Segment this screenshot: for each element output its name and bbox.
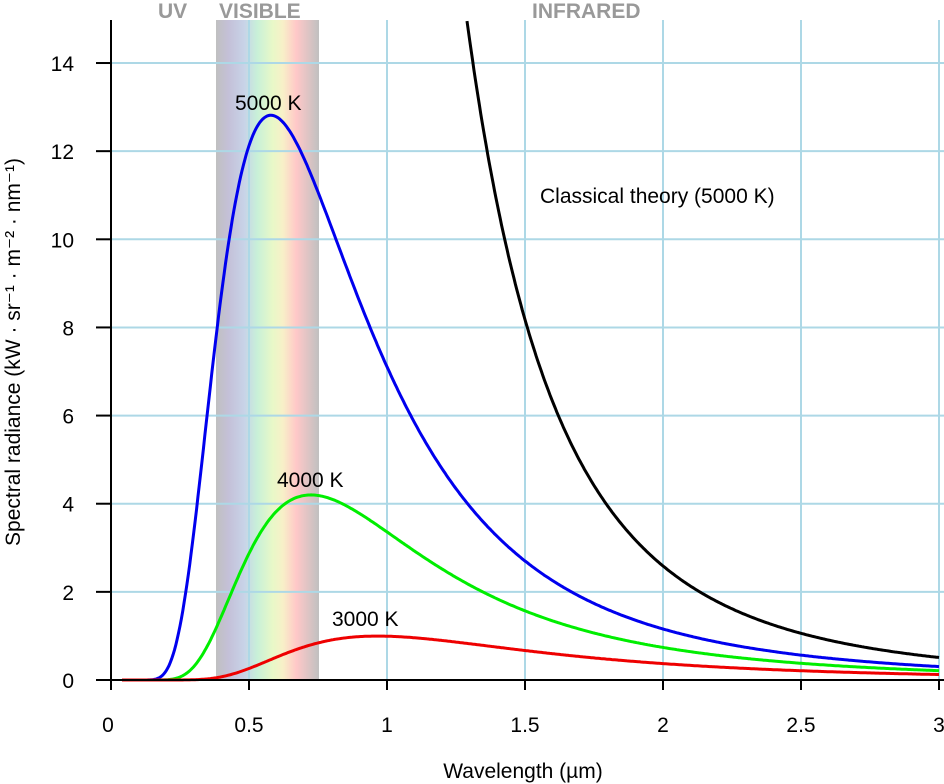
y-tick-label: 10 — [51, 229, 74, 252]
x-axis-title: Wavelength (µm) — [443, 760, 603, 783]
x-tick-label: 1.5 — [510, 714, 539, 737]
ticks — [96, 62, 940, 690]
y-tick-label: 6 — [62, 406, 74, 429]
uv-label: UV — [158, 0, 187, 23]
visible-band — [216, 20, 319, 680]
x-tick-label: 3 — [933, 714, 944, 737]
x-tick-label: 1 — [381, 714, 393, 737]
x-tick-label: 0 — [102, 714, 114, 737]
grid — [111, 20, 944, 680]
x-tick-label: 0.5 — [234, 714, 263, 737]
y-tick-label: 8 — [62, 317, 74, 340]
visible-label: VISIBLE — [219, 0, 301, 23]
infrared-label: INFRARED — [532, 0, 641, 23]
curves — [122, 20, 940, 682]
y-tick-label: 14 — [51, 53, 75, 76]
y-tick-label: 0 — [62, 670, 74, 693]
label-classical: Classical theory (5000 K) — [540, 185, 775, 208]
label-4000k: 4000 K — [277, 469, 344, 492]
y-tick-label: 12 — [51, 141, 74, 164]
curve-4000-k — [122, 493, 940, 682]
curve-classical-theory-5000-k- — [465, 20, 940, 659]
curve-3000-k — [122, 634, 939, 682]
y-axis-title: Spectral radiance (kW · sr⁻¹ · m⁻² · nm⁻… — [2, 158, 25, 546]
label-5000k: 5000 K — [235, 92, 302, 115]
y-tick-label: 2 — [62, 582, 74, 605]
x-tick-label: 2.5 — [786, 714, 815, 737]
curve-5000-k — [122, 113, 940, 682]
y-tick-label: 4 — [62, 494, 74, 517]
label-3000k: 3000 K — [332, 608, 399, 631]
tick-labels: 0 0.5 1 1.5 2 2.5 3 0 2 4 6 8 10 12 14 — [51, 53, 944, 737]
x-tick-label: 2 — [657, 714, 669, 737]
